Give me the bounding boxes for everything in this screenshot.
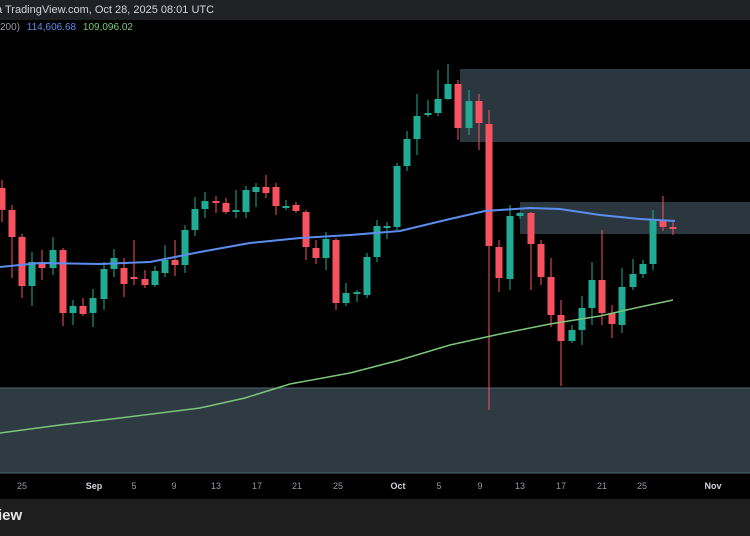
x-tick-label: 25: [332, 481, 344, 491]
candle: [424, 100, 432, 117]
candle: [212, 196, 220, 213]
candle: [59, 248, 67, 326]
x-tick-label: 13: [210, 481, 222, 491]
x-tick-label: 21: [291, 481, 303, 491]
candle: [413, 94, 421, 155]
ma-fast-line: [0, 206, 676, 268]
candle: [495, 240, 503, 292]
candle: [527, 212, 535, 290]
candle: [201, 192, 209, 218]
candle: [639, 260, 647, 278]
candle: [312, 240, 320, 264]
x-tick-label: 5: [131, 481, 137, 491]
source-timestamp: a TradingView.com, Oct 28, 2025 08:01 UT…: [0, 4, 215, 16]
candle: [629, 259, 637, 290]
candle: [485, 110, 493, 410]
candle: [363, 253, 371, 298]
x-tick-label: 17: [251, 481, 263, 491]
candle: [222, 198, 230, 214]
x-tick-label: 21: [596, 481, 608, 491]
candle: [282, 200, 290, 210]
candlestick-chart-canvas[interactable]: [0, 0, 750, 475]
candle: [598, 230, 606, 325]
candle: [659, 196, 667, 231]
ma-slow-value: 109,096.02: [82, 22, 133, 33]
candle: [373, 220, 381, 262]
candle: [28, 252, 36, 306]
x-tick-label: 17: [555, 481, 567, 491]
candle: [181, 225, 189, 273]
candle: [302, 210, 310, 260]
x-tick-label: Oct: [390, 481, 406, 491]
candle: [18, 234, 26, 298]
indicator-legend: 200) 114,606.68 109,096.02: [0, 20, 133, 36]
candle: [454, 80, 462, 140]
candle: [242, 186, 250, 218]
candle: [342, 283, 350, 306]
candle: [332, 238, 340, 310]
x-tick-label: Sep: [85, 481, 103, 491]
candle: [506, 205, 514, 290]
ma-fast-value: 114,606.68: [26, 22, 77, 33]
candle: [272, 183, 280, 215]
x-tick-label: 13: [514, 481, 526, 491]
legend-label: 200): [0, 22, 21, 33]
candlesticks: [0, 64, 677, 410]
candle: [262, 175, 270, 198]
candle: [475, 94, 483, 150]
candle: [516, 212, 524, 219]
upper-supply-zone: [460, 69, 750, 142]
candle: [292, 202, 300, 213]
candle: [444, 64, 452, 100]
candle: [191, 197, 199, 236]
chart-header: a TradingView.com, Oct 28, 2025 08:01 UT…: [0, 0, 750, 20]
candle: [141, 270, 149, 288]
ma-slow-line: [0, 299, 674, 434]
candle: [568, 325, 576, 343]
candle: [588, 262, 596, 325]
candle: [38, 250, 46, 280]
candle: [0, 180, 6, 222]
candle: [252, 183, 260, 207]
candle: [537, 240, 545, 285]
candle: [79, 298, 87, 316]
candle: [403, 131, 411, 171]
x-tick-label: 25: [16, 481, 28, 491]
footer-bar: iew: [0, 499, 750, 536]
candle: [100, 262, 108, 310]
candle: [383, 222, 391, 239]
lower-demand-zone: [0, 388, 750, 473]
x-tick-label: 5: [436, 481, 442, 491]
candle: [465, 90, 473, 135]
candle: [547, 258, 555, 327]
candle: [618, 268, 626, 333]
price-zones: [0, 69, 750, 474]
candle: [434, 70, 442, 116]
candle: [669, 222, 677, 235]
candle: [120, 258, 128, 297]
time-axis[interactable]: 25 Sep 5 9 13 17 21 25 Oct 5 9 13 17 21 25 Nov: [0, 475, 750, 499]
candle: [232, 190, 240, 218]
candle: [69, 300, 77, 325]
tradingview-logo: iew: [0, 507, 23, 524]
price-chart[interactable]: [0, 0, 750, 475]
candle: [161, 245, 169, 277]
candle: [151, 266, 159, 287]
candle: [89, 289, 97, 327]
x-tick-label: 25: [636, 481, 648, 491]
candle: [322, 232, 330, 270]
candle: [608, 305, 616, 338]
x-tick-label: 9: [477, 481, 483, 491]
candle: [353, 290, 361, 302]
candle: [557, 300, 565, 386]
x-tick-label: Nov: [704, 481, 722, 491]
candle: [49, 237, 57, 275]
candle: [393, 163, 401, 230]
x-tick-label: 9: [171, 481, 177, 491]
